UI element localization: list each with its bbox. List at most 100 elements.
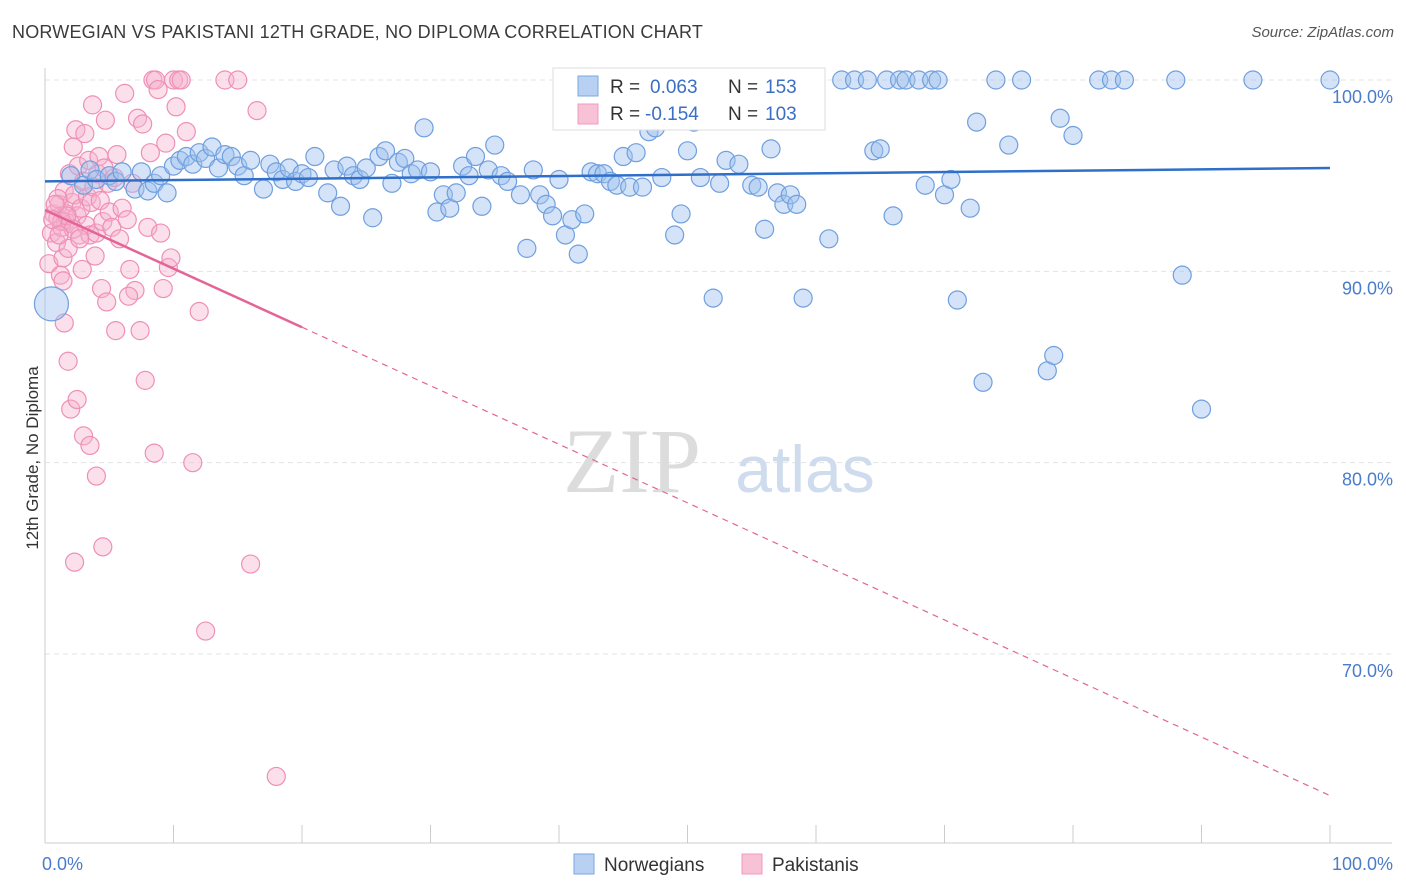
norwegian-point-91 — [690, 167, 710, 188]
pakistani-point-69 — [163, 70, 184, 90]
legend-n-label-0: N = — [728, 77, 758, 98]
legend-r-value-0: 0.063 — [650, 77, 698, 98]
pakistani-point-88 — [93, 537, 113, 557]
norwegian-point-67 — [523, 160, 543, 180]
norwegian-point-136 — [1172, 265, 1192, 285]
pakistani-point-80 — [266, 766, 286, 787]
norwegian-point-113 — [889, 70, 910, 90]
legend-r-label-0: R = — [610, 77, 640, 98]
norwegian-point-75 — [575, 204, 595, 224]
legend-swatch-norwegians — [577, 75, 599, 97]
pakistani-point-51 — [117, 210, 137, 230]
pakistani-point-33 — [85, 246, 105, 266]
norwegian-point-78 — [594, 164, 614, 184]
norwegian-point-64 — [498, 171, 518, 192]
norwegian-point-139 — [1320, 70, 1340, 90]
pakistani-point-44 — [99, 202, 119, 222]
pakistani-point-72 — [171, 70, 191, 90]
pakistani-point-63 — [148, 79, 168, 100]
pakistani-point-77 — [228, 70, 248, 90]
norwegian-point-38 — [330, 196, 351, 216]
norwegian-point-56 — [446, 183, 466, 203]
norwegian-point-74 — [568, 244, 588, 264]
pakistani-point-82 — [58, 351, 78, 371]
norwegian-point-95 — [729, 154, 749, 174]
norwegian-point-70 — [542, 206, 563, 226]
pakistani-point-79 — [247, 101, 267, 121]
watermark-zip: ZIP — [563, 410, 701, 512]
pakistanis-trend-line-solid — [44, 208, 303, 329]
norwegian-point-27 — [253, 179, 274, 199]
pakistani-point-41 — [95, 110, 115, 130]
legend-n-value-1: 103 — [765, 104, 797, 125]
y-tick-label-1: 90.0% — [1342, 278, 1393, 298]
norwegian-point-118 — [928, 70, 948, 90]
norwegian-point-53 — [427, 202, 447, 222]
norwegian-point-58 — [459, 166, 479, 186]
pakistani-point-78 — [241, 554, 261, 574]
norwegian-point-137 — [1191, 399, 1212, 419]
pakistani-point-93 — [106, 321, 126, 341]
pakistani-point-42 — [97, 292, 117, 312]
norwegian-point-116 — [915, 175, 935, 195]
correlation-legend: R = 0.063 N = 153 R = -0.154 N = 103 — [552, 67, 826, 131]
legend-swatch-pakistanis — [577, 103, 599, 125]
legend-n-value-0: 153 — [765, 77, 797, 98]
norwegian-point-69 — [536, 194, 556, 214]
pakistani-point-92 — [118, 286, 139, 306]
x-tick-label-0: 0.0% — [42, 854, 83, 874]
norwegian-point-32 — [285, 171, 306, 192]
norwegian-point-121 — [947, 290, 967, 310]
norwegian-point-140 — [819, 229, 839, 249]
pakistani-point-85 — [73, 426, 94, 446]
pakistani-point-90 — [196, 621, 216, 641]
pakistani-point-86 — [80, 435, 100, 456]
norwegian-point-125 — [986, 70, 1006, 90]
x-tick-label-1: 100.0% — [1332, 854, 1393, 874]
norwegian-point-135 — [1166, 70, 1186, 90]
norwegian-point-81 — [613, 146, 633, 167]
norwegian-point-94 — [716, 150, 736, 170]
legend-n-label-1: N = — [728, 104, 758, 125]
norwegian-point-138 — [1243, 70, 1263, 90]
pakistani-point-52 — [120, 259, 140, 280]
pakistani-point-73 — [176, 122, 196, 142]
pakistani-point-84 — [67, 389, 87, 410]
pakistani-point-56 — [130, 321, 150, 341]
pakistani-point-47 — [107, 145, 127, 165]
bottom-legend-swatch-pakistanis — [741, 853, 763, 875]
pakistani-point-91 — [144, 443, 164, 463]
norwegian-point-0 — [33, 286, 70, 322]
norwegian-point-39 — [337, 156, 357, 176]
norwegian-point-23 — [221, 146, 241, 167]
pakistani-point-66 — [156, 133, 176, 153]
y-tick-label-3: 70.0% — [1342, 661, 1393, 681]
norwegian-point-57 — [453, 156, 473, 176]
pakistani-point-50 — [115, 83, 135, 103]
norwegian-point-60 — [472, 196, 492, 216]
pakistani-point-20 — [68, 156, 89, 176]
norwegian-point-87 — [665, 225, 685, 245]
norwegian-point-59 — [465, 146, 486, 167]
pakistani-point-57 — [133, 114, 153, 134]
pakistani-point-75 — [189, 301, 209, 322]
pakistani-point-98 — [45, 194, 65, 214]
norwegian-point-124 — [973, 372, 993, 392]
norwegian-point-99 — [761, 139, 781, 159]
norwegian-point-141 — [632, 177, 653, 197]
pakistani-point-45 — [102, 217, 122, 237]
norwegian-point-7 — [112, 162, 132, 182]
norwegian-point-122 — [960, 198, 980, 218]
norwegian-point-103 — [787, 194, 807, 214]
series-legend: Norwegians Pakistanis — [573, 853, 859, 876]
pakistani-point-23 — [72, 259, 92, 280]
norwegian-point-65 — [510, 185, 531, 205]
norwegian-point-92 — [703, 288, 723, 308]
watermark-atlas: atlas — [735, 432, 874, 506]
norwegian-point-11 — [144, 173, 164, 193]
norwegian-point-16 — [176, 146, 196, 167]
pakistani-point-101 — [70, 229, 90, 249]
norwegian-point-120 — [941, 169, 961, 190]
norwegian-point-117 — [922, 70, 942, 90]
